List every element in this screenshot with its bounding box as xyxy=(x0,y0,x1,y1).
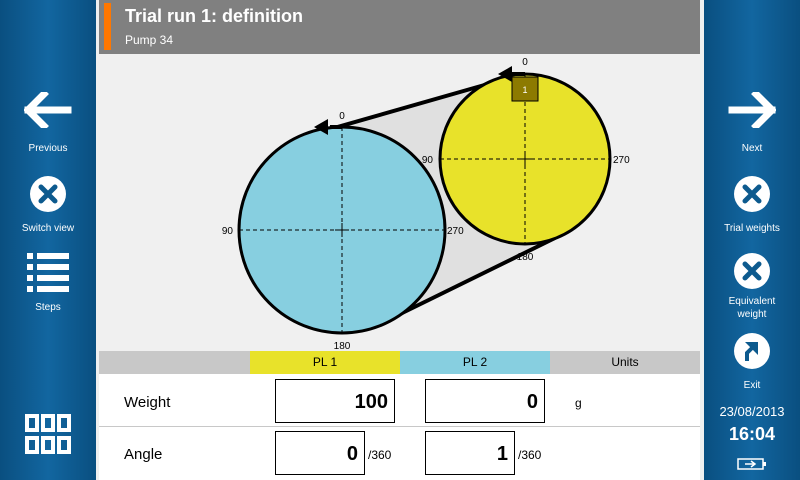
row-divider xyxy=(99,426,700,427)
previous-button[interactable]: Previous xyxy=(0,92,96,155)
grid-icon xyxy=(25,414,71,454)
weight-unit: g xyxy=(575,396,582,410)
exit-button[interactable]: Exit xyxy=(704,332,800,392)
page-header: Trial run 1: definition Pump 34 xyxy=(99,0,700,54)
battery-icon xyxy=(737,458,766,470)
pulley-diagram: 0 90 270 180 0 90 270 180 1 xyxy=(222,57,630,351)
pl1-label-180: 180 xyxy=(517,252,534,263)
exit-label: Exit xyxy=(743,380,761,391)
weight-pl2-field[interactable]: 0 xyxy=(425,379,545,423)
page-subtitle: Pump 34 xyxy=(125,33,174,47)
pulley-pl2 xyxy=(237,125,447,335)
status-time: 16:04 xyxy=(728,424,776,444)
close-circle-icon xyxy=(30,176,66,212)
header-pl2: PL 2 xyxy=(400,351,550,374)
steps-label: Steps xyxy=(35,302,61,313)
header-pl1: PL 1 xyxy=(250,351,400,374)
switch-view-button[interactable]: Switch view xyxy=(0,175,96,235)
left-sidebar: Previous Switch view Steps xyxy=(0,0,96,480)
exit-icon xyxy=(734,333,770,369)
table-header: PL 1 PL 2 Units xyxy=(99,351,700,374)
rotation-arrow-pl2 xyxy=(314,119,342,135)
trial-weight-marker[interactable] xyxy=(511,76,539,102)
trial-weight-marker-label: 1 xyxy=(522,85,527,95)
close-circle-icon xyxy=(734,253,770,289)
angle-pl1-field[interactable]: 0 xyxy=(275,431,365,475)
next-label: Next xyxy=(741,143,763,154)
weight-label: Weight xyxy=(124,394,171,411)
table-body: Weight 100 0 g Angle 0 /360 1 /360 xyxy=(99,374,700,480)
previous-label: Previous xyxy=(28,143,68,154)
arrow-right-icon xyxy=(728,92,776,128)
next-button[interactable]: Next xyxy=(704,92,800,155)
pl2-label-180: 180 xyxy=(334,341,351,351)
list-icon xyxy=(27,253,69,292)
accent-bar xyxy=(104,3,111,50)
main-panel: Trial run 1: definition Pump 34 0 90 270… xyxy=(96,0,704,480)
arrow-left-icon xyxy=(24,92,72,128)
close-circle-icon xyxy=(734,176,770,212)
belt-lower xyxy=(391,236,556,320)
switch-view-label: Switch view xyxy=(21,223,75,234)
menu-grid-button[interactable] xyxy=(0,414,96,456)
weight-pl1-field[interactable]: 100 xyxy=(275,379,395,423)
trial-weights-button[interactable]: Trial weights xyxy=(704,175,800,235)
angle-pl2-suffix: /360 xyxy=(518,448,542,462)
equivalent-weight-label: Equivalent weight xyxy=(728,296,776,320)
page-title: Trial run 1: definition xyxy=(125,6,304,26)
pl2-label-0: 0 xyxy=(339,111,345,122)
angle-pl2-field[interactable]: 1 xyxy=(425,431,515,475)
pl1-label-90: 90 xyxy=(422,155,434,166)
steps-button[interactable]: Steps xyxy=(0,252,96,314)
pl1-label-0: 0 xyxy=(522,57,528,68)
status-date: 23/08/2013 xyxy=(719,404,785,419)
trial-weights-label: Trial weights xyxy=(724,223,780,234)
angle-label: Angle xyxy=(124,446,163,463)
right-sidebar: Next Trial weights Equivalent weight Exi… xyxy=(704,0,800,480)
pl2-label-90: 90 xyxy=(222,226,234,237)
header-units: Units xyxy=(611,355,639,369)
angle-pl1-suffix: /360 xyxy=(368,448,392,462)
belt-upper xyxy=(319,78,503,134)
pl2-label-270: 270 xyxy=(447,226,464,237)
rotation-arrow-pl1 xyxy=(498,66,525,82)
pl1-label-270: 270 xyxy=(613,155,630,166)
equivalent-weight-button[interactable]: Equivalent weight xyxy=(704,252,800,321)
